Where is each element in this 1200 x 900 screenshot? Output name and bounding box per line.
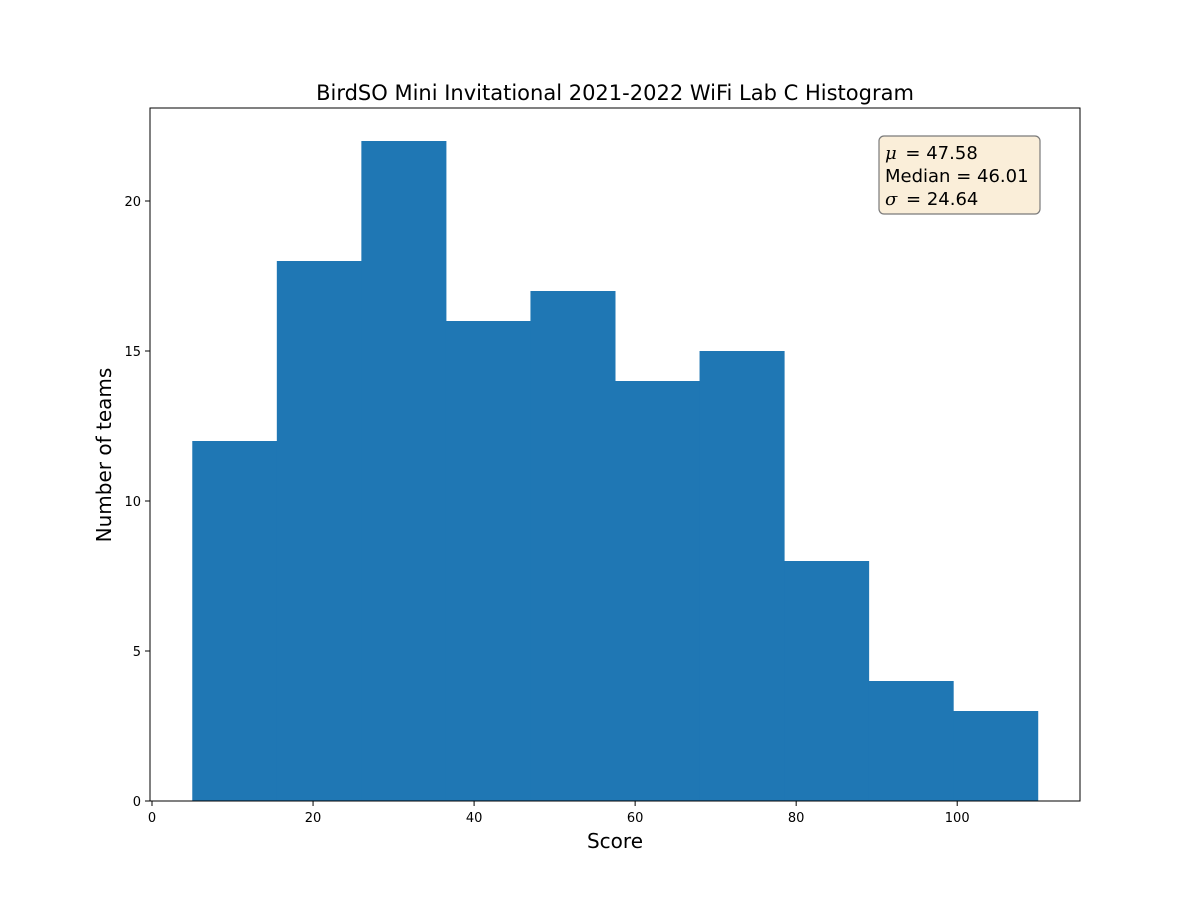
plot-frame	[149, 107, 1081, 802]
x-tick-label-20: 20	[305, 811, 322, 826]
stat-median-value: 46.01	[977, 166, 1029, 187]
x-axis-label: Score	[587, 829, 643, 853]
x-tick-label-0: 0	[148, 811, 156, 826]
histogram-bar-2	[276, 261, 362, 801]
histogram-bar-3	[361, 141, 447, 801]
x-tick-label-60: 60	[627, 811, 644, 826]
y-axis-label: Number of teams	[92, 368, 116, 543]
stats-box-background	[878, 135, 1041, 215]
histogram-bar-1	[192, 441, 278, 801]
histogram-bar-6	[615, 381, 701, 801]
histogram-bar-9	[868, 681, 954, 801]
bars-group	[192, 141, 1039, 801]
stats-box: μ = 47.58 Median = 46.01 σ = 24.64	[878, 135, 1041, 215]
histogram-bar-8	[784, 561, 870, 801]
histogram-bar-4	[445, 321, 531, 801]
stat-std-value: 24.64	[927, 189, 979, 210]
y-tick-label-20: 20	[124, 195, 141, 210]
x-axis-ticks: 0 20 40 60 80 100	[148, 801, 970, 826]
x-tick-label-100: 100	[945, 811, 970, 826]
stat-median: Median = 46.01	[885, 166, 1029, 187]
stat-mean-value: 47.58	[926, 143, 978, 164]
histogram-bar-10	[953, 711, 1039, 801]
histogram-bar-5	[530, 291, 616, 801]
stat-median-label: Median	[885, 166, 950, 187]
y-axis-ticks: 0 5 10 15 20	[124, 195, 150, 810]
y-tick-label-0: 0	[133, 795, 141, 810]
stat-std-symbol: σ	[885, 189, 898, 210]
stat-mean-symbol: μ	[885, 143, 897, 164]
stat-std: σ = 24.64	[885, 189, 978, 210]
histogram-bar-7	[699, 351, 785, 801]
stat-mean: μ = 47.58	[885, 143, 978, 164]
y-tick-label-5: 5	[133, 645, 141, 660]
x-tick-label-80: 80	[788, 811, 805, 826]
y-tick-label-10: 10	[124, 495, 141, 510]
x-tick-label-40: 40	[466, 811, 483, 826]
y-tick-label-15: 15	[124, 345, 141, 360]
chart-title: BirdSO Mini Invitational 2021-2022 WiFi …	[316, 81, 914, 105]
